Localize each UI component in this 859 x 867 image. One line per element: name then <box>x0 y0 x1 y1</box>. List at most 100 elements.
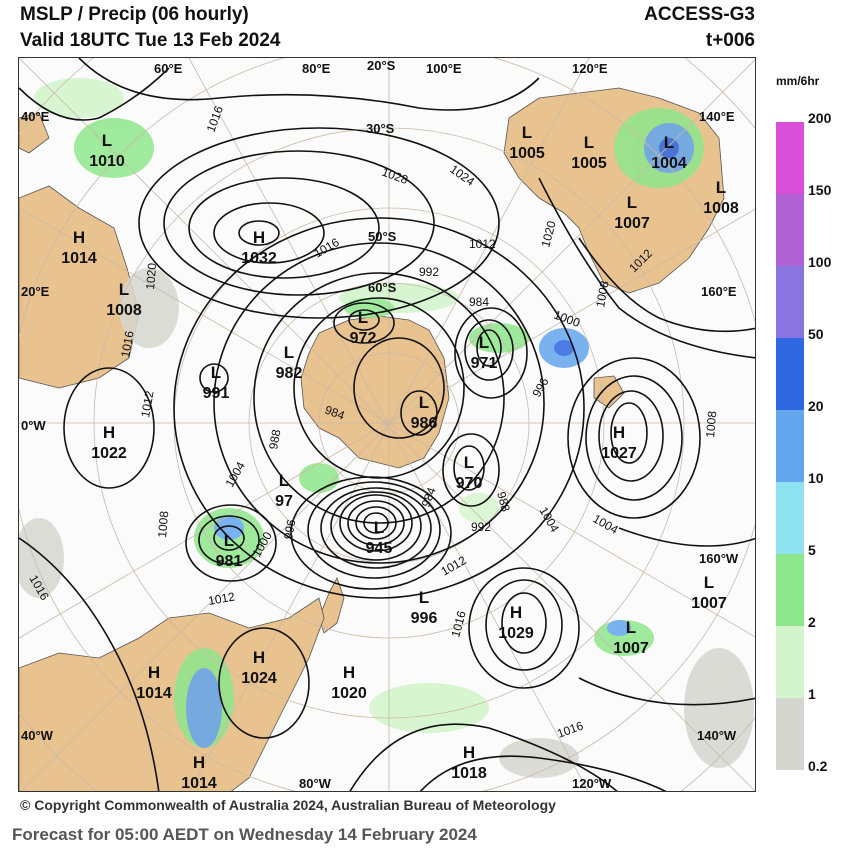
legend-label: 200 <box>808 110 832 126</box>
grid-label: 0°W <box>21 418 46 433</box>
grid-label: 120°W <box>572 776 612 791</box>
grid-label: 50°S <box>368 229 397 244</box>
model-name: ACCESS-G3 <box>644 4 755 25</box>
grid-label: 120°E <box>572 61 608 76</box>
pressure-value: 1008 <box>703 200 739 217</box>
isobar-label: 1016 <box>312 235 342 261</box>
isobar-label: 1016 <box>448 609 469 639</box>
high-marker: H <box>253 648 265 667</box>
legend-swatch <box>776 626 804 698</box>
low-marker: L <box>584 133 594 152</box>
high-marker: H <box>510 603 522 622</box>
isobar-label: 984 <box>469 295 489 309</box>
high-marker: H <box>193 753 205 772</box>
pressure-value: 982 <box>276 365 303 382</box>
synoptic-map[interactable]: 60°E 80°E 20°S 100°E 120°E 40°E 140°E 30… <box>18 57 756 792</box>
isobar-label: 984 <box>323 403 347 423</box>
low-marker: L <box>464 453 474 472</box>
pressure-value: 986 <box>411 415 438 432</box>
grid-label: 60°E <box>154 61 183 76</box>
high-marker: H <box>613 423 625 442</box>
pressure-value: 1010 <box>89 153 125 170</box>
legend-label: 10 <box>808 470 824 486</box>
legend-swatch <box>776 698 804 770</box>
isobar-label: 1016 <box>555 718 585 740</box>
legend-label: 100 <box>808 254 832 270</box>
grid-labels: 60°E 80°E 20°S 100°E 120°E 40°E 140°E 30… <box>21 58 739 791</box>
isobar-label: 1008 <box>703 410 719 438</box>
legend-swatch <box>776 410 804 482</box>
low-marker: L <box>211 363 221 382</box>
isobar-label: 1012 <box>469 237 496 251</box>
isobar-label: 1020 <box>538 219 559 249</box>
isobar-label: 1020 <box>143 262 159 290</box>
low-marker: L <box>704 573 714 592</box>
low-marker: L <box>522 123 532 142</box>
valid-time: Valid 18UTC Tue 13 Feb 2024 <box>20 30 281 51</box>
pressure-value: 1005 <box>571 155 607 172</box>
pressure-value: 1014 <box>136 685 172 702</box>
low-marker: L <box>374 518 384 537</box>
legend-label: 20 <box>808 398 824 414</box>
pressure-value: 996 <box>411 610 438 627</box>
grid-label: 40°E <box>21 109 50 124</box>
low-marker: L <box>664 133 674 152</box>
grid-label: 100°E <box>426 61 462 76</box>
pressure-value: 1027 <box>601 445 637 462</box>
isobar-label: 1012 <box>207 589 236 607</box>
legend-swatch <box>776 554 804 626</box>
low-marker: L <box>716 178 726 197</box>
isobar-label: 984 <box>419 485 439 509</box>
legend-label: 1 <box>808 686 816 702</box>
pressure-value: 991 <box>203 385 230 402</box>
low-marker: L <box>358 308 368 327</box>
legend-label: 5 <box>808 542 816 558</box>
pressure-value: 1005 <box>509 145 545 162</box>
chart-title: MSLP / Precip (06 hourly) <box>20 4 249 25</box>
legend-swatch <box>776 338 804 410</box>
low-marker: L <box>284 343 294 362</box>
high-marker: H <box>148 663 160 682</box>
copyright-notice: © Copyright Commonwealth of Australia 20… <box>20 797 556 813</box>
pressure-value: 1004 <box>651 155 687 172</box>
legend-units: mm/6hr <box>776 74 820 88</box>
grid-label: 80°E <box>302 61 331 76</box>
pressure-value: 981 <box>216 553 243 570</box>
legend-label: 150 <box>808 182 832 198</box>
isobar-label: 1004 <box>536 505 562 535</box>
precipitation-shading <box>19 78 754 778</box>
high-marker: H <box>73 228 85 247</box>
grid-label: 40°W <box>21 728 54 743</box>
legend-swatch <box>776 122 804 194</box>
isobar-label: 996 <box>529 375 551 400</box>
graticule <box>19 58 755 791</box>
legend-swatch <box>776 194 804 266</box>
isobar-label: 992 <box>419 265 439 279</box>
pressure-value: 1008 <box>106 302 142 319</box>
isobar-label: 1008 <box>155 510 171 538</box>
legend-label: 50 <box>808 326 824 342</box>
isobar-label: 1016 <box>204 104 226 134</box>
isobar-label: 1012 <box>138 389 156 418</box>
pressure-value: 1014 <box>181 775 217 792</box>
pressure-value: 97 <box>275 493 293 510</box>
pressure-value: 1032 <box>241 250 277 267</box>
high-marker: H <box>103 423 115 442</box>
isobar-label: 1024 <box>447 162 477 189</box>
high-marker: H <box>253 228 265 247</box>
pressure-value: 1014 <box>61 250 97 267</box>
low-marker: L <box>224 531 234 550</box>
grid-label: 160°W <box>699 551 739 566</box>
pressure-value: 945 <box>366 540 393 557</box>
grid-label: 140°W <box>697 728 737 743</box>
pressure-value: 1007 <box>613 640 649 657</box>
isobar-label: 1016 <box>118 329 136 358</box>
pressure-value: 1024 <box>241 670 277 687</box>
isobar-label: 1028 <box>380 165 410 187</box>
low-marker: L <box>419 393 429 412</box>
land-masses <box>19 87 725 791</box>
grid-label: 20°E <box>21 284 50 299</box>
grid-label: 20°S <box>367 58 396 73</box>
legend-label: 0.2 <box>808 758 828 774</box>
low-marker: L <box>279 471 289 490</box>
